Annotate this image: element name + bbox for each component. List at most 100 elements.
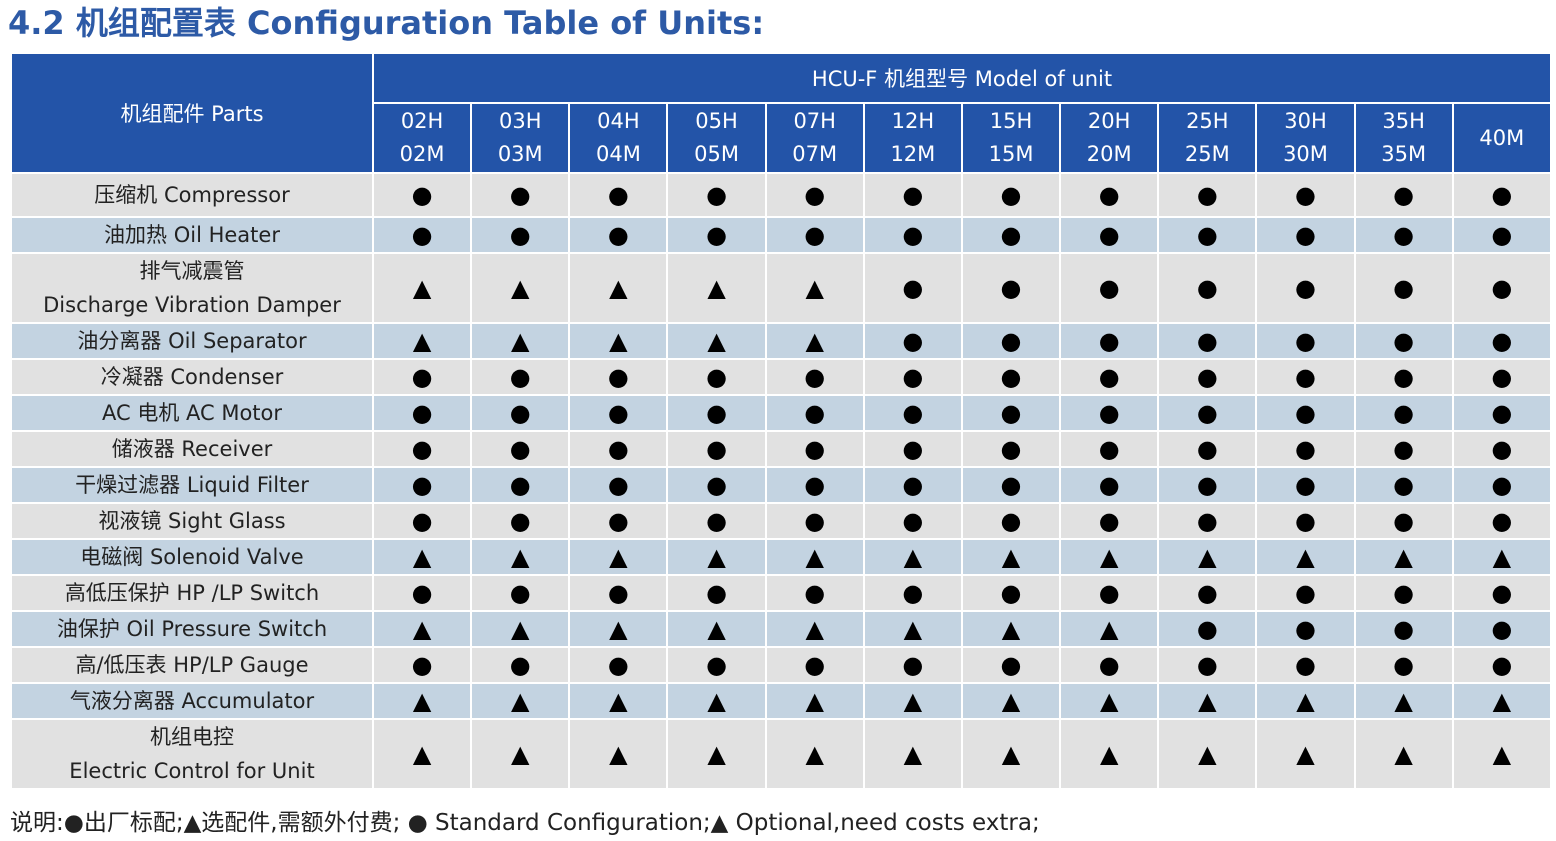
standard-dot-icon: ● <box>411 181 433 209</box>
config-cell: ● <box>666 574 767 612</box>
config-cell: ● <box>1059 430 1160 468</box>
config-cell: ● <box>1157 322 1258 360</box>
model-column-header: 30H 30M <box>1255 102 1356 174</box>
standard-dot-icon: ● <box>509 363 531 391</box>
optional-triangle-icon: ▲ <box>707 543 726 571</box>
part-name: 干燥过滤器 Liquid Filter <box>75 473 309 497</box>
optional-triangle-icon: ▲ <box>707 274 726 302</box>
config-cell: ● <box>862 502 963 540</box>
standard-dot-icon: ● <box>1000 327 1022 355</box>
standard-dot-icon: ● <box>411 399 433 427</box>
optional-triangle-icon: ▲ <box>1099 543 1119 571</box>
standard-dot-icon: ● <box>706 435 728 463</box>
part-name: 压缩机 Compressor <box>94 183 290 207</box>
config-cell: ▲ <box>568 252 669 324</box>
table-row: 冷凝器 Condenser ● ● ● ● ● ● ● ● ● ● ● ● <box>10 358 1552 396</box>
model-code-line2: 20M <box>1086 142 1132 166</box>
part-name-cell: 排气减震管 Discharge Vibration Damper <box>10 252 374 324</box>
standard-dot-icon: ● <box>607 579 629 607</box>
part-name: 视液镜 Sight Glass <box>98 509 286 533</box>
config-cell: ● <box>764 172 865 218</box>
config-cell: ● <box>568 502 669 540</box>
optional-triangle-icon: ▲ <box>511 615 530 643</box>
config-cell: ▲ <box>568 538 669 576</box>
config-cell: ▲ <box>371 610 473 648</box>
standard-dot-icon: ● <box>902 507 924 535</box>
part-name: 排气减震管 <box>139 259 245 283</box>
standard-dot-icon: ● <box>607 507 629 535</box>
model-column-header: 04H 04M <box>568 102 669 174</box>
config-cell: ▲ <box>862 538 963 576</box>
standard-dot-icon: ● <box>1196 651 1218 679</box>
part-name: 油加热 Oil Heater <box>104 223 280 247</box>
config-cell: ● <box>862 466 963 504</box>
standard-dot-icon: ● <box>1295 363 1316 391</box>
config-cell: ● <box>1059 216 1160 254</box>
standard-dot-icon: ● <box>1393 435 1415 463</box>
standard-dot-icon: ● <box>1295 399 1316 427</box>
part-name-cell: 高/低压表 HP/LP Gauge <box>10 646 374 684</box>
config-cell: ▲ <box>960 682 1062 720</box>
config-cell: ▲ <box>764 538 865 576</box>
config-cell: ● <box>960 430 1062 468</box>
optional-triangle-icon: ▲ <box>707 740 726 768</box>
config-cell: ● <box>1255 252 1356 324</box>
config-cell: ● <box>470 574 571 612</box>
config-cell: ▲ <box>568 682 669 720</box>
standard-dot-icon: ● <box>804 363 826 391</box>
standard-dot-icon: ● <box>607 399 629 427</box>
optional-triangle-icon: ▲ <box>609 543 628 571</box>
optional-triangle-icon: ▲ <box>1296 740 1315 768</box>
config-cell: ● <box>862 394 963 432</box>
part-name-cell: 冷凝器 Condenser <box>10 358 374 396</box>
config-cell: ● <box>568 466 669 504</box>
part-name-cell: 储液器 Receiver <box>10 430 374 468</box>
standard-dot-icon: ● <box>902 579 924 607</box>
config-cell: ▲ <box>1157 538 1258 576</box>
config-cell: ▲ <box>470 718 571 790</box>
config-cell: ● <box>1255 430 1356 468</box>
optional-triangle-icon: ▲ <box>805 740 824 768</box>
config-cell: ● <box>960 252 1062 324</box>
config-cell: ● <box>1059 252 1160 324</box>
config-cell: ▲ <box>666 322 767 360</box>
config-cell: ● <box>960 502 1062 540</box>
standard-dot-icon: ● <box>706 507 728 535</box>
part-name-cell: AC 电机 AC Motor <box>10 394 374 432</box>
model-code-line2: 04M <box>595 142 641 166</box>
standard-dot-icon: ● <box>1393 399 1415 427</box>
optional-triangle-icon: ▲ <box>1296 687 1315 715</box>
config-cell: ▲ <box>1255 682 1356 720</box>
standard-dot-icon: ● <box>1196 399 1218 427</box>
model-code-line2: 25M <box>1184 142 1230 166</box>
part-name: 高/低压表 HP/LP Gauge <box>75 653 309 677</box>
standard-dot-icon: ● <box>1491 507 1513 535</box>
optional-triangle-icon: ▲ <box>511 687 530 715</box>
config-cell: ▲ <box>1353 538 1454 576</box>
standard-dot-icon: ● <box>706 181 728 209</box>
standard-dot-icon: ● <box>1000 274 1022 302</box>
config-cell: ● <box>1157 610 1258 648</box>
config-cell: ▲ <box>1451 538 1552 576</box>
config-cell: ● <box>1451 358 1552 396</box>
config-cell: ● <box>1451 502 1552 540</box>
config-cell: ● <box>960 394 1062 432</box>
standard-dot-icon: ● <box>1295 181 1316 209</box>
config-cell: ● <box>470 646 571 684</box>
table-header: 机组配件 Parts HCU-F 机组型号 Model of unit 02H 0… <box>10 52 1552 174</box>
standard-dot-icon: ● <box>509 471 531 499</box>
config-cell: ● <box>1353 216 1454 254</box>
optional-triangle-icon: ▲ <box>1198 740 1217 768</box>
config-cell: ▲ <box>666 718 767 790</box>
part-name: 冷凝器 Condenser <box>100 365 284 389</box>
standard-dot-icon: ● <box>706 651 728 679</box>
standard-dot-icon: ● <box>509 651 531 679</box>
optional-triangle-icon: ▲ <box>609 615 628 643</box>
optional-triangle-icon: ▲ <box>511 740 530 768</box>
standard-dot-icon: ● <box>607 363 629 391</box>
model-code-line1: 05H <box>695 109 738 133</box>
model-code-line1: 20H <box>1087 109 1131 133</box>
standard-dot-icon: ● <box>1393 471 1415 499</box>
model-column-header: 35H 35M <box>1353 102 1454 174</box>
config-cell: ▲ <box>470 252 571 324</box>
